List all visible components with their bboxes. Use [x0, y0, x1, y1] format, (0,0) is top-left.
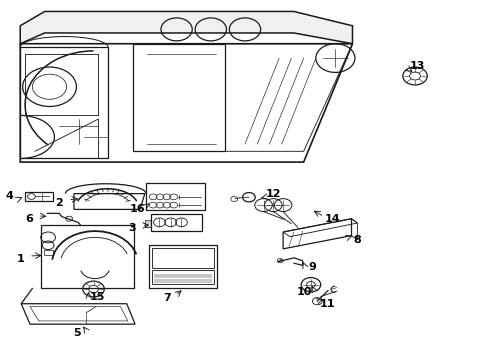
Text: 7: 7	[163, 293, 171, 303]
Polygon shape	[20, 12, 352, 44]
Text: 12: 12	[266, 189, 281, 199]
Text: 8: 8	[353, 235, 361, 245]
Text: 15: 15	[90, 292, 105, 302]
Text: 5: 5	[74, 328, 81, 338]
Text: 4: 4	[5, 191, 13, 201]
Text: 1: 1	[16, 254, 24, 264]
Bar	[152, 248, 214, 268]
Text: 2: 2	[55, 198, 63, 208]
Text: 11: 11	[319, 299, 335, 309]
Bar	[147, 183, 205, 211]
Bar	[44, 250, 53, 255]
Bar	[145, 220, 151, 227]
Text: 10: 10	[297, 287, 312, 297]
Text: 9: 9	[309, 262, 317, 272]
Bar	[25, 192, 53, 201]
Bar	[152, 270, 214, 284]
Text: 3: 3	[129, 224, 136, 233]
Bar	[149, 244, 217, 288]
Text: 14: 14	[325, 215, 341, 224]
Text: 13: 13	[409, 61, 425, 71]
Bar	[151, 214, 202, 231]
Text: 6: 6	[25, 214, 33, 224]
Text: 16: 16	[130, 204, 146, 214]
